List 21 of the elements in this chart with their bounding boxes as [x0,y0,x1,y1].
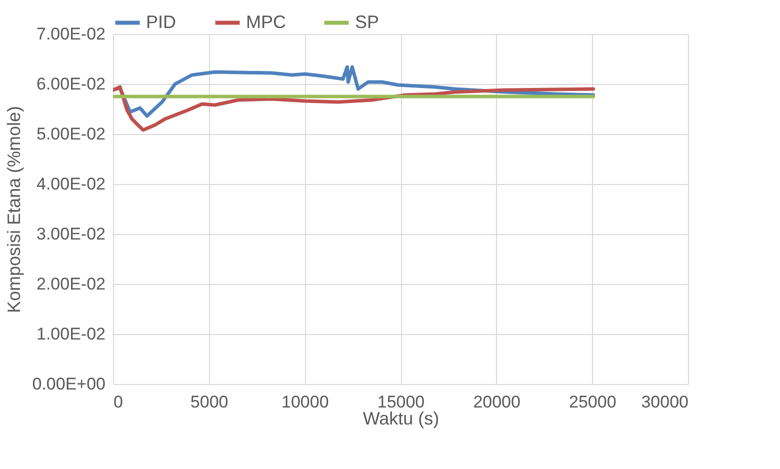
x-tick-label: 20000 [473,392,520,412]
line-series [113,85,596,132]
legend-label: SP [355,12,380,32]
x-tick-label: 10000 [282,392,329,412]
legend-label: MPC [246,12,286,32]
y-tick-label: 4.00E-02 [36,174,106,194]
y-tick-label: 1.00E-02 [36,324,106,344]
y-axis-title: Komposisi Etana (%mole) [4,106,24,314]
x-tick-label: 0 [114,392,123,412]
x-tick-label: 30000 [641,392,688,412]
y-tick-label: 0.00E+00 [32,374,106,394]
y-tick-label: 5.00E-02 [36,124,106,144]
y-tick-label: 3.00E-02 [36,224,106,244]
x-tick-label: 5000 [190,392,228,412]
x-axis-title: Waktu (s) [362,408,440,428]
y-tick-label: 7.00E-02 [36,24,106,44]
x-tick-label: 15000 [377,392,425,412]
y-tick-label: 2.00E-02 [36,274,106,294]
x-tick-label: 25000 [569,392,616,412]
y-tick-label: 6.00E-02 [36,74,106,94]
legend-label: PID [146,12,176,32]
